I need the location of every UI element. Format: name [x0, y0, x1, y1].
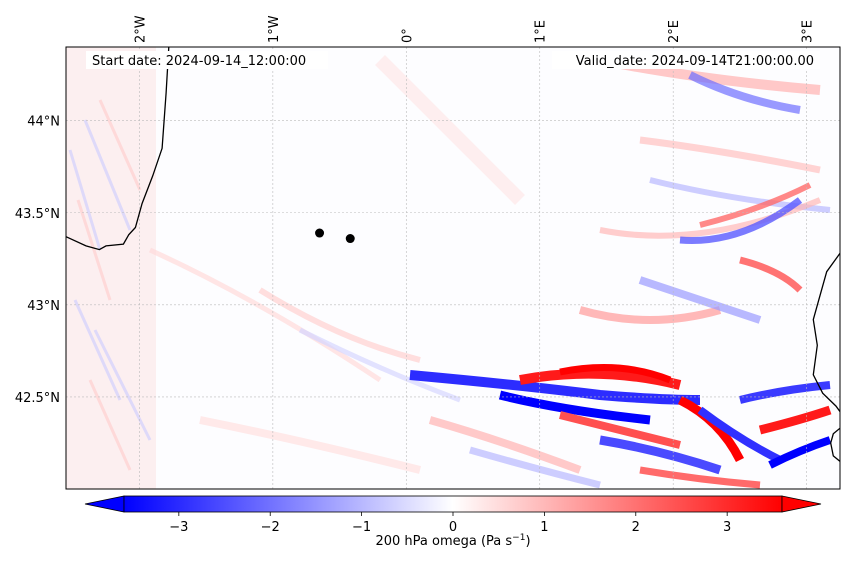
- colorbar-tick-label: 3: [723, 520, 731, 535]
- valid-date-box: [552, 51, 820, 69]
- start-date-text: Start date: 2024-09-14_12:00:00: [92, 54, 306, 69]
- colorbar-ticks: −3 −2 −1 0 1 2 3: [169, 512, 731, 535]
- start-date-box: [86, 51, 328, 69]
- coastline-east-south: [830, 427, 840, 462]
- lon-tick-label: 3°E: [801, 20, 816, 43]
- lat-tick-label: 43°N: [27, 299, 60, 314]
- gridlines: [66, 47, 840, 489]
- lat-tick-label: 43.5°N: [15, 207, 60, 222]
- colorbar-tick-label: 0: [449, 520, 457, 535]
- lon-tick-label: 2°E: [667, 20, 682, 43]
- location-marker: [315, 228, 325, 238]
- latitude-tick-labels: 44°N 43.5°N 43°N 42.5°N: [15, 115, 60, 406]
- lat-tick-label: 44°N: [27, 115, 60, 130]
- colorbar-tick-label: −1: [352, 520, 371, 535]
- omega-field: [66, 47, 832, 489]
- longitude-tick-labels: 2°W 1°W 0° 1°E 2°E 3°E: [133, 15, 815, 43]
- colorbar-label-end: ): [525, 534, 530, 549]
- location-marker: [345, 234, 355, 244]
- colorbar-label-main: 200 hPa omega (Pa s: [375, 534, 512, 549]
- valid-date-text: Valid_date: 2024-09-14T21:00:00.00: [576, 54, 814, 69]
- colorbar-tick-label: −2: [261, 520, 280, 535]
- colorbar-gradient: [123, 495, 783, 513]
- colorbar: −3 −2 −1 0 1 2 3 200 hPa omega (Pa s−1): [84, 495, 822, 549]
- lon-tick-label: 1°W: [267, 15, 282, 43]
- lon-tick-label: 1°E: [534, 20, 549, 43]
- colorbar-tick-label: −3: [169, 520, 188, 535]
- location-markers: [315, 228, 355, 244]
- coastline-west: [66, 47, 170, 251]
- coastline-east: [812, 252, 840, 412]
- colorbar-extend-high: [781, 495, 822, 513]
- colorbar-label: 200 hPa omega (Pa s−1): [375, 533, 530, 549]
- lon-tick-label: 2°W: [133, 15, 148, 43]
- colorbar-extend-low: [84, 495, 125, 513]
- lat-tick-label: 42.5°N: [15, 391, 60, 406]
- plot-frame: [65, 46, 841, 490]
- lon-tick-label: 0°: [400, 28, 415, 43]
- colorbar-tick-label: 1: [540, 520, 548, 535]
- colorbar-label-sup: −1: [512, 533, 525, 543]
- colorbar-tick-label: 2: [632, 520, 640, 535]
